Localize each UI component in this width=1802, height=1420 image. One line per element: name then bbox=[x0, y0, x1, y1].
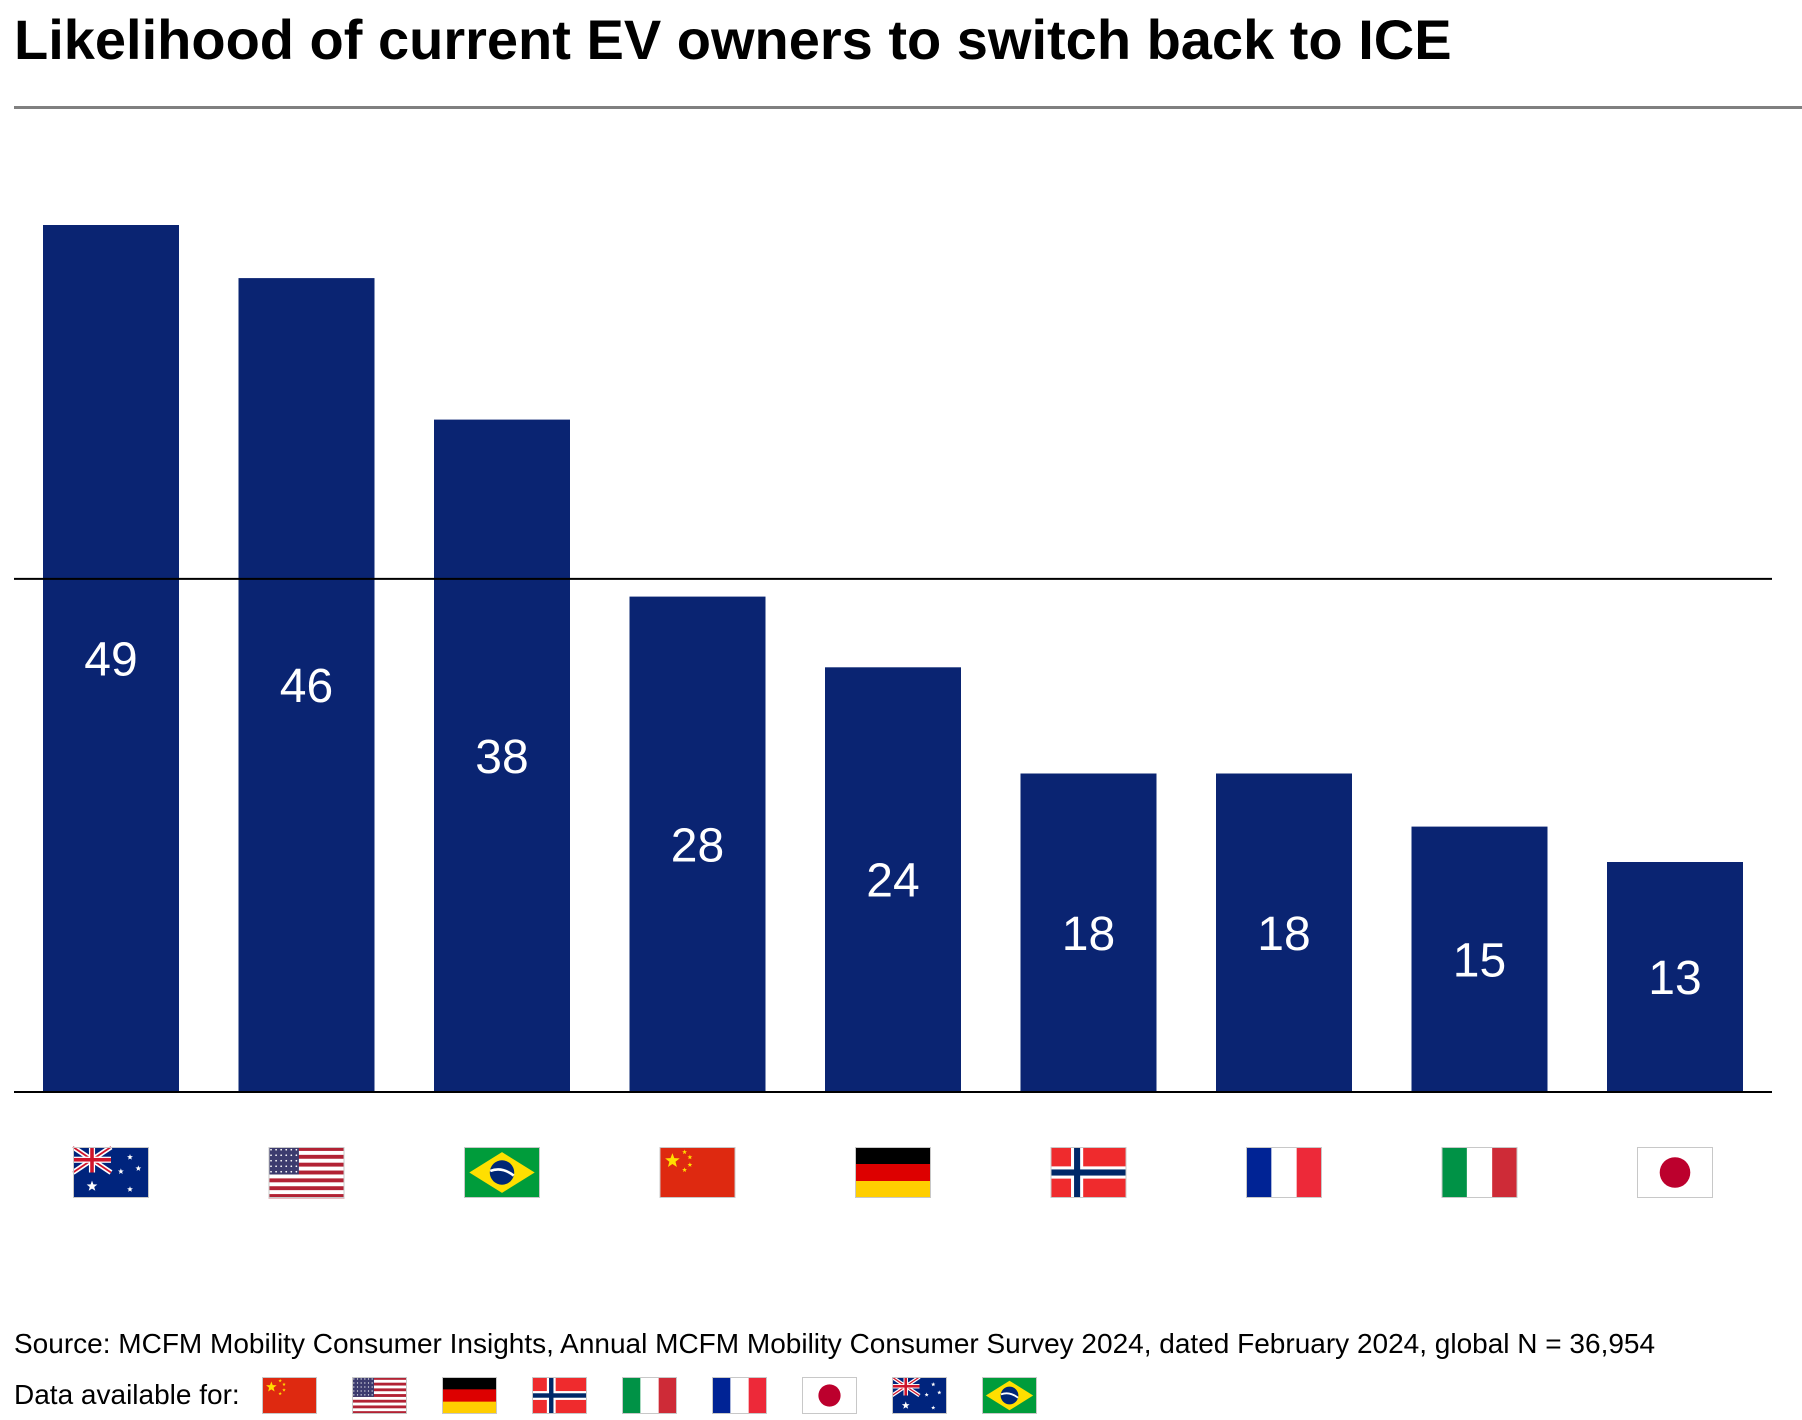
flag-usa-icon bbox=[268, 1147, 345, 1199]
bar-value-label: 24 bbox=[866, 855, 919, 908]
flag-china-icon bbox=[261, 1376, 317, 1414]
flag-italy-icon bbox=[621, 1376, 677, 1414]
source-note: Source: MCFM Mobility Consumer Insights,… bbox=[14, 1328, 1656, 1359]
bars-group bbox=[43, 225, 1743, 1093]
bar-value-label: 13 bbox=[1648, 952, 1701, 1005]
flag-italy-icon bbox=[1441, 1147, 1518, 1198]
flag-usa-icon bbox=[351, 1376, 407, 1414]
flag-germany-icon bbox=[855, 1147, 931, 1198]
category-flags-group bbox=[71, 1144, 1713, 1199]
bar-value-label: 46 bbox=[280, 660, 333, 713]
flag-brazil-icon bbox=[981, 1376, 1037, 1414]
flag-china-icon bbox=[659, 1147, 736, 1198]
bar-value-label: 18 bbox=[1257, 908, 1310, 961]
chart-title: Likelihood of current EV owners to switc… bbox=[14, 8, 1452, 71]
flag-japan-icon bbox=[1637, 1147, 1713, 1198]
bar-japan bbox=[1607, 862, 1743, 1092]
title-divider bbox=[14, 106, 1802, 109]
bar-value-label: 28 bbox=[671, 819, 724, 872]
flag-norway-icon bbox=[531, 1376, 587, 1414]
bar-value-label: 38 bbox=[475, 731, 528, 784]
flag-japan-icon bbox=[801, 1376, 857, 1414]
data-availability: Data available for: bbox=[14, 1375, 1072, 1415]
bar-brazil bbox=[434, 419, 570, 1093]
flag-australia-icon bbox=[71, 1144, 149, 1198]
bar-value-label: 15 bbox=[1453, 934, 1506, 987]
bar-united-states bbox=[238, 278, 375, 1093]
bar-china bbox=[629, 596, 766, 1092]
data-availability-label: Data available for: bbox=[14, 1379, 240, 1410]
bar-australia bbox=[43, 225, 179, 1092]
bar-germany bbox=[825, 667, 961, 1092]
flag-france-icon bbox=[1246, 1147, 1322, 1198]
bar-france bbox=[1216, 773, 1352, 1092]
bar-value-label: 49 bbox=[84, 634, 137, 687]
bar-chart: 49 46 38 28 24 18 18 15 13 bbox=[14, 225, 1772, 1199]
flag-france-icon bbox=[711, 1376, 767, 1414]
flag-australia-icon bbox=[891, 1376, 947, 1414]
availability-flags bbox=[261, 1376, 1072, 1414]
flag-norway-icon bbox=[1050, 1147, 1127, 1198]
bar-norway bbox=[1020, 773, 1157, 1092]
flag-germany-icon bbox=[441, 1376, 497, 1414]
bar-italy bbox=[1411, 826, 1548, 1092]
data-labels-group: 49 46 38 28 24 18 18 15 13 bbox=[84, 634, 1701, 1006]
bar-value-label: 18 bbox=[1062, 908, 1115, 961]
flag-brazil-icon bbox=[464, 1147, 540, 1198]
